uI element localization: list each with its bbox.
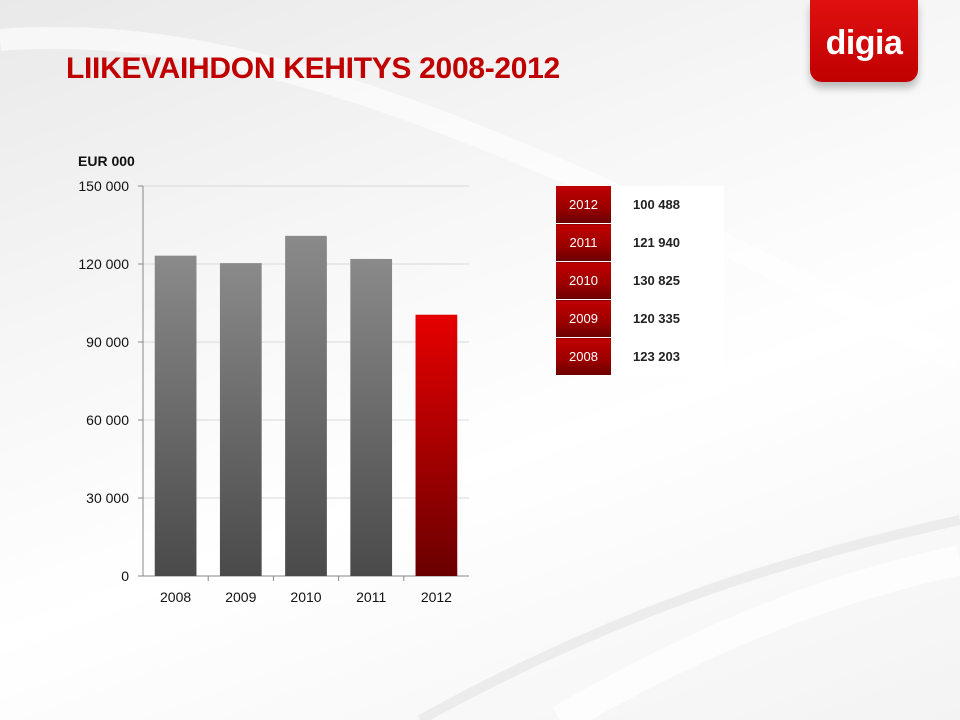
bar-2010 [285,235,327,577]
y-tick-label: 150 000 [78,178,129,194]
bar-2011 [350,258,393,576]
unit-label: EUR 000 [78,153,135,169]
logo-text: digia [825,24,903,62]
page-title: LIIKEVAIHDON KEHITYS 2008-2012 [66,52,560,85]
value-amount: 130 825 [611,261,724,300]
y-tick-label: 60 000 [86,412,129,428]
y-tick-label: 0 [121,568,129,584]
value-row-2012: 2012 100 488 [556,186,724,224]
value-amount: 123 203 [611,337,724,376]
bars [154,235,458,577]
digia-logo: digia [810,0,918,92]
value-year: 2011 [556,223,611,262]
value-amount: 121 940 [611,223,724,262]
tick-labels: 0 30 000 60 000 90 000 120 000 150 000 2008 200… [78,178,452,605]
value-row-2008: 2008 123 203 [556,337,724,376]
value-year: 2010 [556,261,611,300]
value-year: 2012 [556,186,611,224]
value-row-2010: 2010 130 825 [556,261,724,300]
value-table: 2012 100 488 2011 121 940 2010 130 825 2009 120… [556,186,724,376]
x-tick-label: 2011 [356,589,386,605]
y-tick-label: 30 000 [86,490,129,506]
bar-2008 [154,255,197,577]
value-row-2009: 2009 120 335 [556,299,724,338]
value-amount: 120 335 [611,299,724,338]
x-tick-label: 2009 [225,589,256,605]
bar-2012 [415,314,458,576]
value-year: 2008 [556,337,611,376]
value-row-2011: 2011 121 940 [556,223,724,262]
y-tick-label: 90 000 [86,334,129,350]
y-tick-label: 120 000 [78,256,129,272]
x-tick-label: 2010 [290,589,321,605]
bar-2009 [219,263,262,576]
logo-badge [810,0,918,82]
x-tick-label: 2008 [160,589,191,605]
value-year: 2009 [556,299,611,338]
x-tick-label: 2012 [421,589,452,605]
value-amount: 100 488 [611,186,724,224]
